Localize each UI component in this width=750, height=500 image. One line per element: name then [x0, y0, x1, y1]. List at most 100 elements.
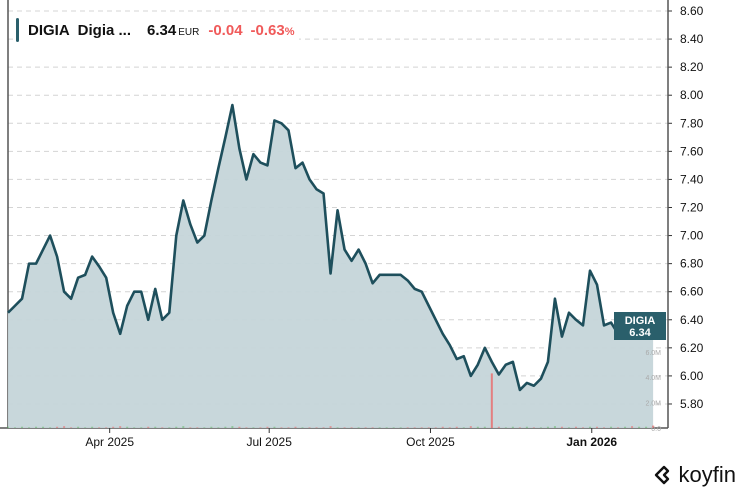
currency: EUR: [178, 26, 200, 38]
price-change: -0.04: [208, 21, 243, 39]
y-tick-label: 8.40: [680, 32, 704, 46]
y-tick-label: 8.60: [680, 4, 704, 18]
volume-bar: [308, 427, 311, 428]
volume-bar: [392, 427, 395, 428]
pct-sign: %: [284, 25, 295, 38]
volume-bar: [7, 426, 9, 428]
volume-bar: [610, 426, 613, 428]
volume-bar: [385, 427, 388, 428]
volume-bar: [539, 427, 542, 428]
volume-bar: [70, 427, 73, 428]
volume-bar: [364, 427, 367, 428]
volume-bar: [140, 427, 143, 428]
volume-bar: [574, 426, 577, 428]
volume-bar: [603, 427, 606, 428]
volume-bar: [14, 427, 17, 428]
volume-bar: [280, 427, 283, 428]
volume-bar: [252, 427, 255, 428]
volume-bar: [448, 427, 451, 428]
volume-bar: [182, 426, 185, 428]
volume-bar: [189, 427, 192, 428]
volume-bar: [455, 426, 458, 428]
volume-bar: [294, 426, 297, 428]
ticker-symbol: DIGIA: [28, 21, 70, 39]
volume-bar: [441, 426, 444, 428]
volume-bar: [357, 427, 360, 428]
volume-bar: [462, 427, 465, 428]
volume-bar: [617, 427, 620, 428]
volume-bar: [210, 426, 213, 428]
volume-bar: [497, 426, 500, 428]
x-tick-label: Oct 2025: [406, 435, 455, 449]
volume-bar: [322, 427, 325, 428]
volume-bar: [631, 426, 634, 428]
y-tick-label: 6.80: [680, 257, 704, 271]
volume-bar: [217, 427, 220, 428]
volume-bar: [245, 427, 248, 428]
volume-bar: [266, 426, 269, 428]
last-price: 6.34: [147, 21, 177, 39]
price-change-percent: -0.63%: [251, 22, 295, 39]
volume-bar: [553, 426, 556, 428]
volume-bar: [147, 426, 150, 428]
volume-bar: [224, 426, 227, 428]
volume-bar: [490, 373, 493, 428]
volume-bar: [546, 426, 549, 428]
volume-bar: [399, 427, 402, 428]
volume-bar: [371, 427, 374, 428]
security-name: Digia ...: [77, 21, 132, 39]
volume-bar: [588, 426, 591, 428]
series-color-marker: [16, 18, 19, 42]
volume-bar: [77, 426, 80, 428]
volume-bar: [427, 427, 430, 428]
volume-bar: [532, 427, 535, 428]
x-tick-label: Jul 2025: [247, 435, 293, 449]
volume-bar: [49, 427, 52, 428]
volume-bar: [420, 427, 423, 428]
volume-bar: [581, 427, 584, 428]
volume-bar: [126, 426, 129, 428]
y-tick-label: 7.40: [680, 172, 704, 186]
volume-bar: [91, 426, 94, 428]
volume-bar: [596, 426, 599, 428]
x-tick-label: Apr 2025: [85, 435, 134, 449]
y-tick-label: 7.60: [680, 144, 704, 158]
volume-bar: [42, 426, 45, 428]
volume-tick-label: 2.0M: [645, 401, 661, 408]
volume-bar: [98, 427, 101, 428]
volume-bar: [624, 426, 627, 428]
y-tick-label: 8.00: [680, 88, 704, 102]
volume-bar: [378, 427, 381, 428]
koyfin-logo-icon: [654, 465, 669, 485]
price-line: [7, 103, 654, 392]
volume-bar: [652, 425, 655, 428]
volume-bar: [315, 427, 318, 428]
volume-bar: [203, 427, 206, 428]
price-tag-value: 6.34: [629, 327, 651, 339]
volume-tick-label: 4.0M: [645, 375, 661, 382]
y-tick-label: 6.60: [680, 285, 704, 299]
brand-name: koyfin: [678, 462, 736, 487]
volume-bar: [105, 427, 108, 428]
volume-bar: [196, 427, 199, 428]
volume-bar: [259, 427, 262, 428]
price-tag-background: [614, 312, 666, 340]
volume-bar: [434, 427, 437, 428]
volume-bar: [567, 427, 570, 428]
y-tick-label: 7.00: [680, 229, 704, 243]
volume-bar: [406, 427, 409, 428]
volume-bar: [483, 426, 486, 428]
price-area: [8, 105, 654, 429]
volume-bar: [413, 427, 416, 428]
volume-bar: [21, 426, 24, 428]
volume-bar: [476, 426, 479, 428]
volume-bar: [231, 426, 234, 428]
volume-bar: [343, 427, 346, 428]
volume-bar: [168, 427, 171, 428]
volume-bar: [273, 426, 276, 428]
y-tick-label: 8.20: [680, 60, 704, 74]
volume-bar: [511, 426, 514, 428]
x-tick-label: Jan 2026: [566, 435, 617, 449]
